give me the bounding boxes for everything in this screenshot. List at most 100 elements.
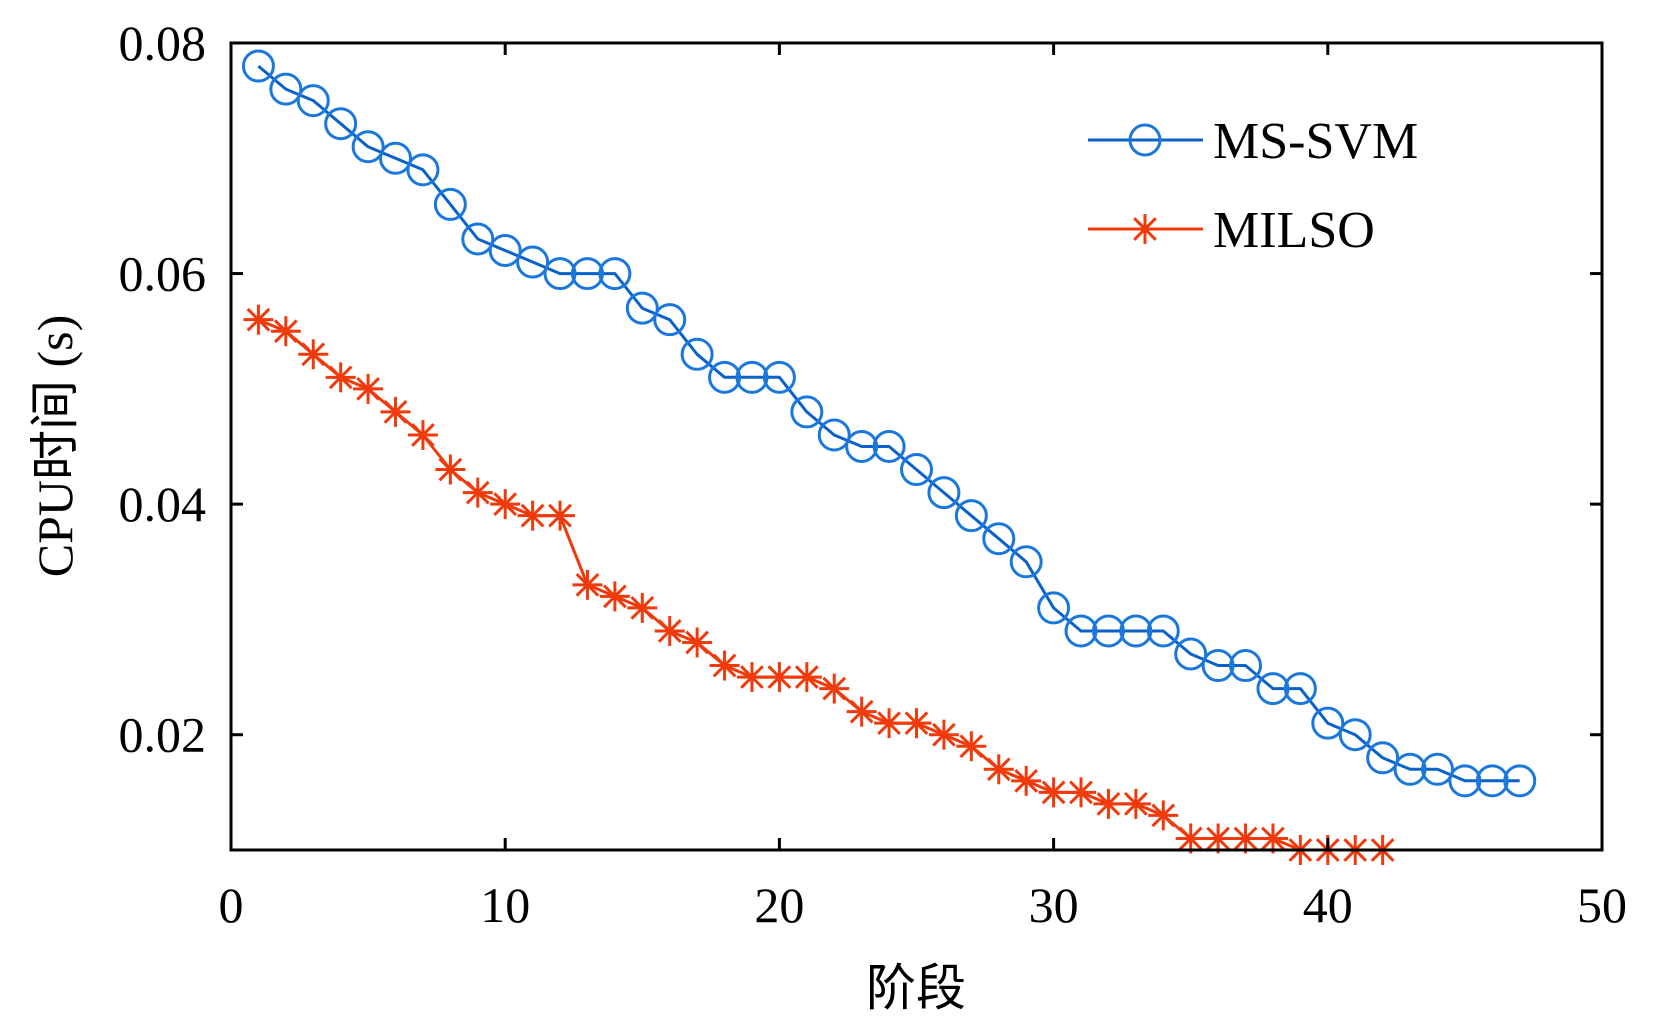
data-point-ms-svm <box>269 72 303 106</box>
data-point-milso <box>901 708 932 739</box>
data-point-ms-svm <box>1201 649 1235 683</box>
data-point-milso <box>435 454 466 485</box>
data-point-milso <box>407 419 438 450</box>
data-point-milso <box>654 615 685 646</box>
asterisk-stroke <box>548 503 572 528</box>
data-point-milso <box>791 662 822 693</box>
legend-marker-ms-svm <box>1128 123 1162 157</box>
data-point-ms-svm <box>982 522 1016 556</box>
x-tick-label: 10 <box>480 877 530 933</box>
data-point-ms-svm <box>762 360 796 394</box>
data-point-milso <box>490 489 521 520</box>
data-point-ms-svm <box>845 430 879 463</box>
asterisk-stroke <box>1133 217 1157 241</box>
data-point-ms-svm <box>1256 672 1290 706</box>
data-point-ms-svm <box>1503 764 1537 798</box>
data-point-milso <box>243 304 274 335</box>
data-point-milso <box>1093 788 1124 819</box>
asterisk-stroke <box>1151 803 1176 828</box>
asterisk-stroke <box>712 653 737 678</box>
data-point-ms-svm <box>735 360 769 394</box>
data-point-milso <box>819 673 850 704</box>
asterisk-stroke <box>465 480 490 505</box>
asterisk-stroke <box>493 492 518 517</box>
asterisk-stroke <box>328 365 353 390</box>
asterisk-stroke <box>383 400 408 424</box>
asterisk-stroke <box>246 307 271 332</box>
data-point-ms-svm <box>1119 614 1153 648</box>
asterisk-stroke <box>301 342 326 367</box>
data-point-milso <box>1230 823 1261 854</box>
data-point-ms-svm <box>1091 614 1125 648</box>
data-point-milso <box>270 316 301 347</box>
asterisk-stroke <box>904 711 929 736</box>
series-line-ms-svm <box>257 64 1520 783</box>
legend: MS-SVM MILSO <box>1088 113 1418 259</box>
asterisk-stroke <box>1041 780 1066 805</box>
asterisk-stroke <box>959 734 984 759</box>
data-point-ms-svm <box>406 153 440 187</box>
data-point-milso <box>1175 823 1206 854</box>
data-point-ms-svm <box>488 234 522 268</box>
y-tick-label: 0.06 <box>119 246 207 302</box>
data-point-ms-svm <box>680 337 714 371</box>
data-point-milso <box>928 719 959 750</box>
data-point-ms-svm <box>1366 741 1400 775</box>
asterisk-stroke <box>411 423 435 447</box>
data-point-ms-svm <box>954 499 988 533</box>
data-point-ms-svm <box>625 291 659 325</box>
series-layer <box>241 49 1537 865</box>
data-point-ms-svm <box>543 257 577 291</box>
data-point-milso <box>298 339 329 370</box>
data-point-ms-svm <box>379 141 413 175</box>
asterisk-stroke <box>657 619 682 643</box>
data-point-ms-svm <box>900 453 933 487</box>
asterisk-stroke <box>1261 826 1285 851</box>
data-point-ms-svm <box>653 303 687 337</box>
asterisk-stroke <box>794 665 819 689</box>
data-point-milso <box>1120 788 1151 819</box>
data-point-ms-svm <box>1009 545 1043 579</box>
data-point-ms-svm <box>1420 752 1454 786</box>
data-point-milso <box>709 650 740 681</box>
asterisk-stroke <box>438 457 463 482</box>
data-point-milso <box>736 662 767 693</box>
data-point-milso <box>983 754 1014 785</box>
data-point-ms-svm <box>461 222 495 256</box>
data-point-ms-svm <box>708 360 742 394</box>
y-tick-label: 0.02 <box>119 707 207 763</box>
data-point-ms-svm <box>1448 764 1482 798</box>
legend-asterisk-icon <box>1130 214 1160 244</box>
data-point-milso <box>545 500 576 531</box>
data-point-milso <box>956 731 987 762</box>
data-point-ms-svm <box>598 257 632 291</box>
legend-label-ms-svm: MS-SVM <box>1213 113 1418 170</box>
asterisk-stroke <box>1233 826 1258 851</box>
asterisk-stroke <box>767 665 792 689</box>
ticks-layer: 0 10 20 30 40 50 0.02 0.04 0.06 0.08 <box>119 15 1628 933</box>
data-point-ms-svm <box>1393 752 1427 786</box>
data-point-ms-svm <box>296 84 330 118</box>
asterisk-stroke <box>356 376 380 401</box>
data-point-ms-svm <box>351 130 385 164</box>
asterisk-stroke <box>740 665 764 689</box>
data-point-milso <box>1011 765 1042 796</box>
x-tick-label: 50 <box>1577 877 1627 933</box>
data-point-ms-svm <box>1475 764 1509 798</box>
data-point-milso <box>846 696 877 727</box>
data-point-ms-svm <box>927 476 961 510</box>
data-point-milso <box>1203 823 1234 854</box>
data-point-ms-svm <box>241 49 275 83</box>
data-point-milso <box>380 396 411 427</box>
asterisk-stroke <box>1069 780 1093 805</box>
asterisk-stroke <box>932 722 956 747</box>
data-point-milso <box>764 662 795 693</box>
data-point-milso <box>1257 823 1288 854</box>
asterisk-stroke <box>1178 826 1203 851</box>
x-tick-label: 30 <box>1029 877 1079 933</box>
data-point-ms-svm <box>433 187 467 221</box>
data-point-milso <box>462 477 493 508</box>
data-point-ms-svm <box>324 107 358 141</box>
data-point-milso <box>599 581 630 612</box>
